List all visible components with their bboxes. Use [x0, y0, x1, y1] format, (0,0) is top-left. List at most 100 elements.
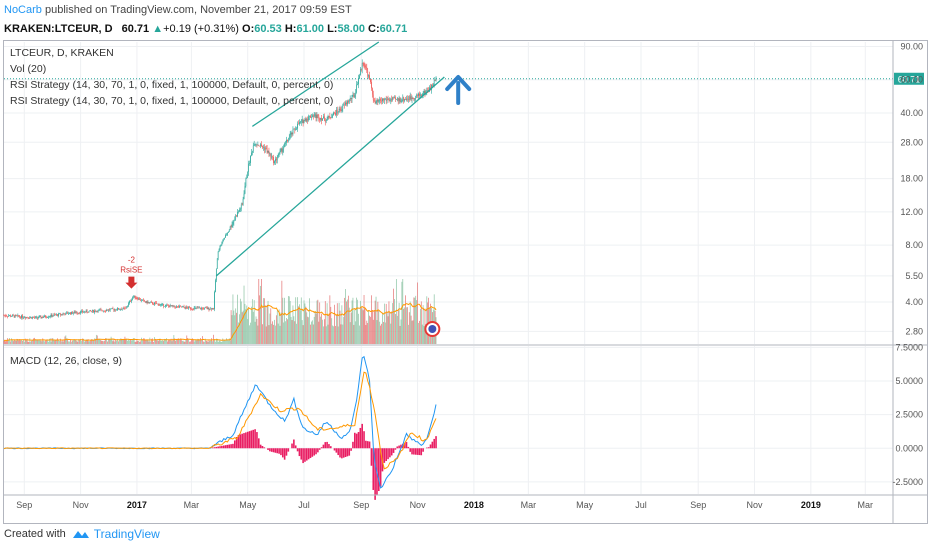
- volume-bar: [423, 325, 425, 344]
- volume-bar: [119, 338, 121, 344]
- macd-histogram-bar: [241, 433, 243, 449]
- candle-body: [142, 299, 143, 301]
- candle-body: [335, 109, 337, 116]
- volume-bar: [352, 297, 354, 344]
- macd-pane: [3, 355, 437, 500]
- volume-bar: [66, 338, 68, 344]
- volume-bar: [197, 338, 199, 344]
- candle-body: [83, 311, 85, 313]
- volume-bar: [293, 316, 295, 344]
- candle-body: [303, 120, 305, 124]
- macd-histogram-bar: [389, 448, 391, 458]
- volume-bar: [374, 300, 376, 344]
- candle-body: [361, 63, 363, 70]
- candle-body: [357, 84, 358, 85]
- high-label: H:: [284, 23, 297, 35]
- volume-bar: [297, 297, 298, 344]
- volume-bar: [422, 305, 424, 344]
- volume-bar: [192, 339, 194, 344]
- volume-bar: [367, 322, 369, 344]
- volume-bar: [106, 338, 107, 344]
- volume-bar: [52, 338, 54, 344]
- macd-histogram-bar: [378, 448, 380, 492]
- candle-body: [395, 97, 396, 100]
- volume-bar: [11, 339, 13, 344]
- volume-bar: [3, 341, 5, 344]
- candle-body: [304, 118, 306, 121]
- up-arrow-annotation-icon[interactable]: [445, 75, 472, 106]
- candle-body: [278, 152, 280, 156]
- candle-body: [261, 144, 262, 147]
- candle-body: [347, 101, 348, 105]
- candle-body: [147, 302, 149, 304]
- volume-bar: [378, 309, 380, 344]
- volume-bar: [274, 319, 275, 344]
- volume-bar: [407, 307, 408, 344]
- volume-bar: [366, 320, 368, 344]
- legend-rsi-strategy-1[interactable]: RSI Strategy (14, 30, 70, 1, 0, fixed, 1…: [10, 79, 334, 91]
- candle-body: [286, 139, 287, 143]
- volume-bar: [114, 341, 116, 344]
- footer-brand[interactable]: TradingView: [93, 527, 160, 541]
- candle-body: [18, 315, 20, 317]
- volume-bar: [306, 312, 308, 344]
- volume-bar: [211, 338, 213, 344]
- volume-bar: [405, 295, 406, 344]
- volume-bar: [399, 325, 401, 344]
- volume-bar: [100, 340, 102, 344]
- candle-body: [62, 313, 64, 315]
- volume-bar: [250, 322, 251, 344]
- candle-body: [355, 92, 357, 96]
- candle-body: [239, 209, 241, 210]
- volume-bar: [349, 322, 351, 344]
- candle-body: [383, 98, 384, 101]
- candle-body: [170, 305, 172, 307]
- volume-bar: [326, 303, 328, 344]
- candle-body: [190, 307, 191, 309]
- volume-bar: [214, 339, 215, 344]
- candle-body: [271, 156, 273, 158]
- candle-body: [68, 313, 69, 315]
- author-link[interactable]: NoCarb: [4, 4, 42, 16]
- macd-histogram-bar: [261, 445, 264, 449]
- open-label: O:: [242, 23, 255, 35]
- legend-symbol[interactable]: LTCEUR, D, KRAKEN: [10, 47, 114, 59]
- candle-body: [405, 99, 406, 100]
- candle-body: [316, 115, 318, 119]
- volume-bar: [216, 338, 218, 344]
- macd-histogram-bar: [409, 448, 411, 452]
- volume-bar: [8, 340, 9, 344]
- candle-body: [172, 305, 174, 307]
- candle-body: [321, 117, 322, 121]
- candle-body: [140, 299, 141, 301]
- candle-body: [240, 204, 242, 210]
- legend-macd[interactable]: MACD (12, 26, close, 9): [10, 355, 123, 367]
- candle-body: [354, 95, 356, 98]
- candle-body: [184, 307, 186, 309]
- candle-body: [49, 316, 51, 318]
- candle-body: [11, 316, 12, 317]
- candle-body: [107, 310, 108, 311]
- candle-body: [431, 84, 433, 86]
- volume-bar: [324, 301, 326, 344]
- volume-bar: [196, 340, 198, 344]
- symbol-name[interactable]: KRAKEN:LTCEUR, D: [4, 23, 113, 35]
- macd-histogram-bar: [339, 448, 341, 458]
- volume-bar: [172, 338, 174, 344]
- candle-body: [192, 309, 194, 310]
- volume-bar: [256, 318, 258, 344]
- candle-body: [418, 93, 419, 96]
- candle-body: [90, 310, 92, 312]
- candle-body: [112, 308, 114, 310]
- legend-volume[interactable]: Vol (20): [10, 63, 47, 75]
- volume-bar: [86, 340, 88, 344]
- candle-body: [176, 306, 177, 308]
- macd-histogram-bar: [296, 448, 299, 452]
- volume-bar: [108, 338, 110, 344]
- volume-bar: [433, 294, 435, 344]
- legend-rsi-strategy-2[interactable]: RSI Strategy (14, 30, 70, 1, 0, fixed, 1…: [10, 95, 334, 107]
- volume-bar: [33, 338, 34, 344]
- volume-bar: [284, 297, 285, 344]
- candle-body: [375, 101, 377, 103]
